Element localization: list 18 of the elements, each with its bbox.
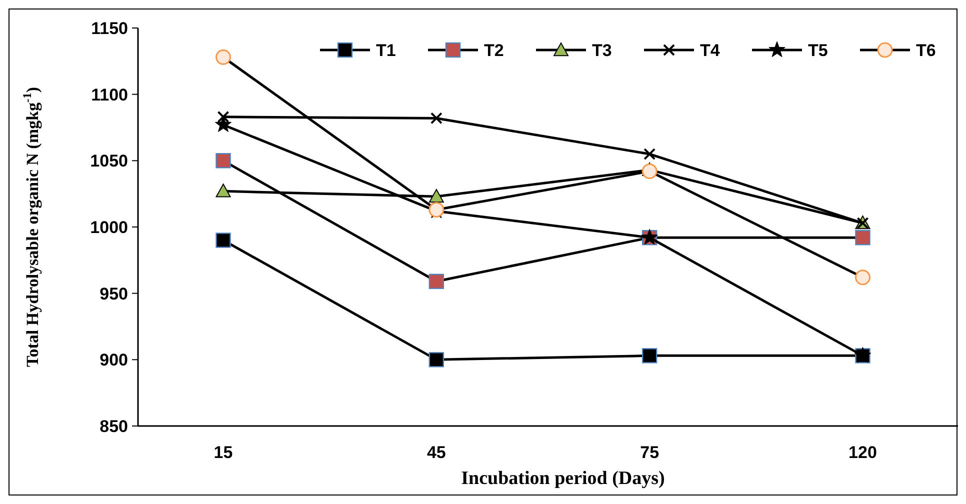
y-tick-label: 1000 [90,218,128,237]
legend-label: T4 [700,40,720,60]
y-tick-label: 1150 [91,18,128,38]
y-tick-label: 950 [100,284,128,304]
legend-label: T3 [592,40,612,60]
y-tick-label: 1050 [90,152,128,171]
x-tick-label: 15 [214,443,233,462]
y-tick-label: 900 [100,350,128,370]
legend-label: T5 [808,40,828,60]
x-tick-label: 120 [848,443,877,462]
legend-label: T1 [376,40,396,60]
x-tick-label: 45 [426,443,446,462]
y-tick-label: 1100 [91,85,128,104]
y-tick-label: 850 [100,416,128,436]
legend-label: T2 [484,40,504,60]
legend-label: T6 [916,40,936,60]
x-tick-label: 75 [640,443,660,462]
x-axis-title: Incubation period (Days) [461,468,665,489]
